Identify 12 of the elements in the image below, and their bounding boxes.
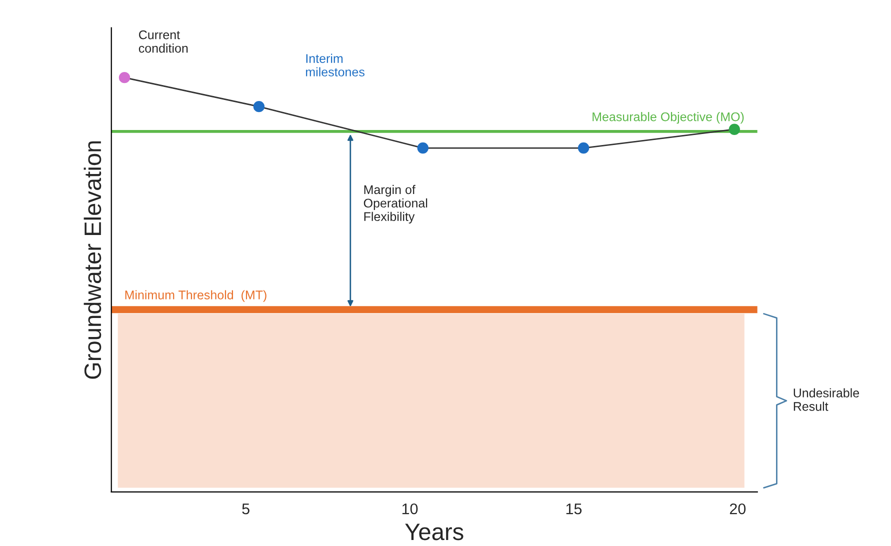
x-tick-label: 5 <box>242 504 250 514</box>
annotation: Current condition <box>138 30 188 53</box>
x-tick-label: 20 <box>730 503 746 514</box>
x-tick-label: 15 <box>566 504 582 514</box>
x-tick-label: 10 <box>402 503 418 514</box>
ref-line-label: Measurable Objective (MO) <box>592 112 744 124</box>
x-axis-title: Years <box>405 524 464 540</box>
y-axis-title: Groundwater Elevation <box>84 141 102 379</box>
text: Interim milestones <box>306 54 364 76</box>
text: Undesirable Result <box>794 388 860 411</box>
annotation: Margin of Operational Flexibility <box>364 184 428 224</box>
ref-line-label: Minimum Threshold (MT) <box>125 290 266 302</box>
